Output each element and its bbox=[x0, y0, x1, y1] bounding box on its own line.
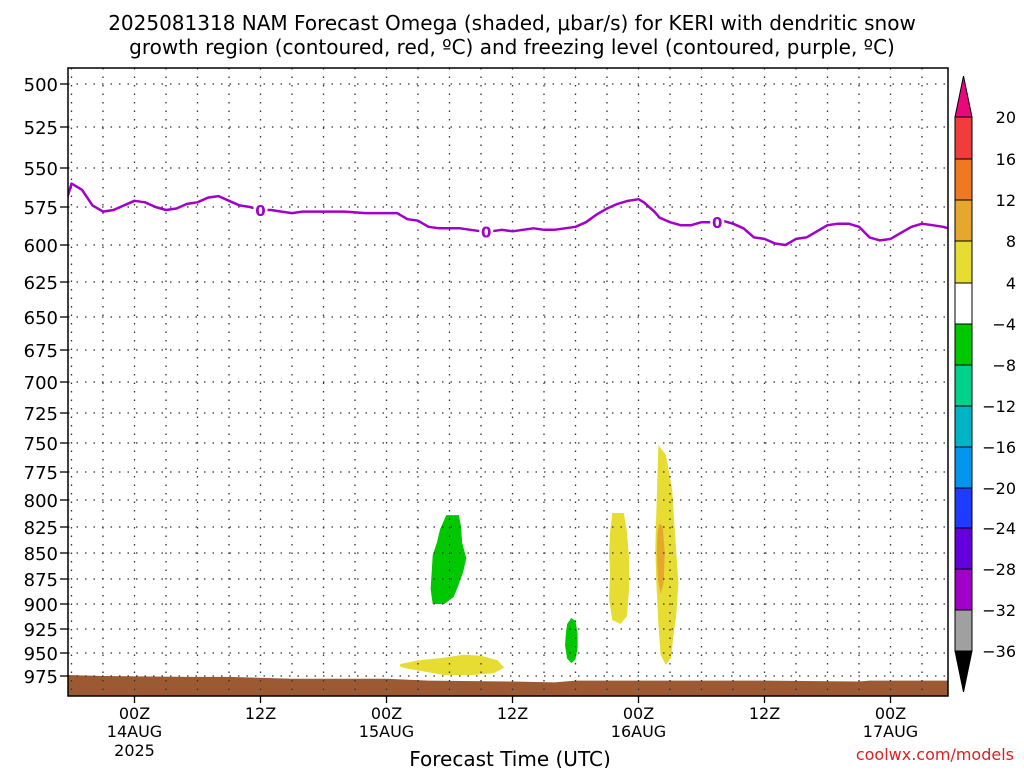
watermark: coolwx.com/models bbox=[856, 745, 1014, 764]
colorbar-label: −36 bbox=[982, 642, 1016, 661]
chart-title-line2: growth region (contoured, red, ºC) and f… bbox=[129, 35, 895, 59]
x-tick-label: 00Z bbox=[623, 704, 654, 723]
y-tick-label: 875 bbox=[24, 570, 58, 591]
colorbar-bin bbox=[954, 609, 973, 652]
colorbar-bin-top bbox=[954, 75, 973, 118]
grid-layer bbox=[68, 68, 948, 696]
y-tick-label: 550 bbox=[24, 159, 58, 180]
colorbar-label: −12 bbox=[982, 397, 1016, 416]
y-tick-label: 850 bbox=[24, 544, 58, 565]
colorbar-bin bbox=[954, 158, 973, 201]
colorbar-bin bbox=[954, 527, 973, 570]
y-tick-label: 975 bbox=[24, 667, 58, 688]
freezing-level-label: 0 bbox=[255, 202, 265, 220]
y-tick-label: 825 bbox=[24, 518, 58, 539]
colorbar-label: −16 bbox=[982, 438, 1016, 457]
freezing-level-label: 0 bbox=[712, 214, 722, 232]
y-tick-label: 750 bbox=[24, 434, 58, 455]
freezing-level-line bbox=[68, 182, 948, 247]
colorbar-bin bbox=[954, 446, 973, 489]
omega-region-yellow-bottom bbox=[400, 654, 505, 676]
y-axis: 500 525 550 575 600 625 650 675 700 725 750 775 800 8… bbox=[24, 75, 68, 688]
colorbar-bin bbox=[954, 487, 973, 529]
y-tick-label: 600 bbox=[24, 236, 58, 257]
x-tick-label: 00Z bbox=[371, 704, 402, 723]
y-tick-label: 900 bbox=[24, 595, 58, 616]
x-axis-label: Forecast Time (UTC) bbox=[409, 747, 611, 768]
y-tick-label: 500 bbox=[24, 75, 58, 96]
colorbar-bin bbox=[954, 199, 973, 242]
colorbar-bin bbox=[954, 116, 973, 160]
y-tick-label: 575 bbox=[24, 198, 58, 219]
freezing-level-label-bg bbox=[253, 201, 268, 220]
colorbar-bin bbox=[954, 323, 973, 366]
x-tick-label: 12Z bbox=[245, 704, 276, 723]
colorbar-label: 16 bbox=[996, 150, 1016, 169]
x-tick-label: 00Z bbox=[119, 704, 150, 723]
colorbar-bin-bottom bbox=[954, 650, 973, 693]
colorbar-label: 8 bbox=[1006, 232, 1016, 251]
colorbar-label: 4 bbox=[1006, 274, 1016, 293]
y-tick-label: 950 bbox=[24, 644, 58, 665]
omega-shading-layer bbox=[68, 70, 679, 676]
colorbar-label: −24 bbox=[982, 519, 1016, 538]
freezing-level-label-bg bbox=[479, 222, 494, 241]
y-tick-label: 675 bbox=[24, 341, 58, 362]
omega-region-green-small bbox=[565, 618, 578, 664]
x-tick-label: 12Z bbox=[749, 704, 780, 723]
colorbar-bin bbox=[954, 240, 973, 284]
x-tick-date: 16AUG bbox=[611, 722, 666, 741]
colorbar-label: −32 bbox=[982, 601, 1016, 620]
colorbar: 20 16 12 8 4 −4 −8 −12 −16 −20 −24 −28 −32 −36 bbox=[954, 75, 1016, 693]
colorbar-label: −20 bbox=[982, 479, 1016, 498]
chart-title-line1: 2025081318 NAM Forecast Omega (shaded, μ… bbox=[108, 11, 916, 35]
omega-region-green-left bbox=[430, 515, 467, 604]
colorbar-label: −28 bbox=[982, 560, 1016, 579]
colorbar-bin bbox=[954, 568, 973, 611]
y-tick-label: 925 bbox=[24, 620, 58, 641]
x-tick-label: 12Z bbox=[497, 704, 528, 723]
colorbar-label: 12 bbox=[996, 191, 1016, 210]
freezing-level-layer: 0 0 0 bbox=[68, 182, 948, 247]
x-tick-date: 14AUG bbox=[107, 722, 162, 741]
freezing-level-label: 0 bbox=[481, 223, 491, 241]
terrain-layer bbox=[68, 675, 948, 696]
x-tick-date: 15AUG bbox=[359, 722, 414, 741]
colorbar-bin bbox=[954, 405, 973, 448]
freezing-level-label-bg bbox=[710, 213, 725, 232]
x-tick-year: 2025 bbox=[114, 741, 155, 760]
y-tick-label: 625 bbox=[24, 273, 58, 294]
y-tick-label: 650 bbox=[24, 308, 58, 329]
y-tick-label: 525 bbox=[24, 118, 58, 139]
colorbar-bin bbox=[954, 282, 973, 325]
y-tick-label: 700 bbox=[24, 373, 58, 394]
colorbar-bin bbox=[954, 364, 973, 407]
colorbar-label: −4 bbox=[992, 315, 1016, 334]
x-tick-label: 00Z bbox=[875, 704, 906, 723]
terrain-fill bbox=[68, 675, 948, 696]
y-tick-label: 775 bbox=[24, 463, 58, 484]
colorbar-label: −8 bbox=[992, 356, 1016, 375]
x-tick-date: 17AUG bbox=[863, 722, 918, 741]
colorbar-label: 20 bbox=[996, 108, 1016, 127]
omega-region-yellow-middle bbox=[609, 513, 629, 624]
y-tick-label: 725 bbox=[24, 404, 58, 425]
omega-region-orange-core bbox=[656, 523, 665, 594]
y-tick-label: 800 bbox=[24, 491, 58, 512]
